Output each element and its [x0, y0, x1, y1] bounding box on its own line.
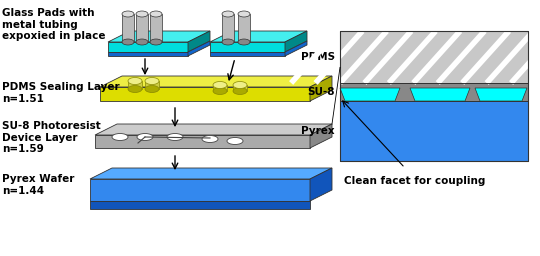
Polygon shape [310, 168, 332, 201]
Polygon shape [95, 124, 332, 135]
Bar [340, 31, 528, 83]
Ellipse shape [150, 39, 162, 45]
Polygon shape [150, 14, 162, 42]
Text: Clean facet for coupling: Clean facet for coupling [345, 176, 485, 186]
Ellipse shape [167, 133, 183, 141]
Polygon shape [136, 14, 148, 42]
Polygon shape [128, 81, 142, 89]
Polygon shape [188, 31, 210, 52]
Polygon shape [90, 179, 310, 201]
Polygon shape [310, 76, 332, 101]
Text: PDMS Sealing Layer
n=1.51: PDMS Sealing Layer n=1.51 [2, 82, 120, 104]
Polygon shape [145, 81, 159, 89]
Ellipse shape [222, 11, 234, 17]
Text: Pyrex Wafer
n=1.44: Pyrex Wafer n=1.44 [2, 174, 75, 196]
Text: SU-8: SU-8 [307, 87, 335, 97]
Polygon shape [108, 31, 210, 42]
Ellipse shape [238, 11, 250, 17]
Polygon shape [95, 135, 310, 148]
Ellipse shape [213, 81, 227, 89]
Polygon shape [188, 41, 210, 56]
Ellipse shape [145, 78, 159, 84]
Polygon shape [340, 88, 400, 101]
Ellipse shape [202, 135, 218, 143]
Polygon shape [90, 168, 332, 179]
Ellipse shape [128, 86, 142, 92]
Polygon shape [122, 14, 134, 42]
Text: Pyrex: Pyrex [301, 126, 335, 136]
Polygon shape [238, 14, 250, 42]
Polygon shape [100, 76, 332, 87]
Polygon shape [285, 41, 307, 56]
Ellipse shape [150, 11, 162, 17]
Polygon shape [213, 85, 227, 91]
Polygon shape [233, 85, 247, 91]
Ellipse shape [112, 133, 128, 141]
Ellipse shape [137, 133, 153, 141]
Text: SU-8 Photoresist
Device Layer
n=1.59: SU-8 Photoresist Device Layer n=1.59 [2, 121, 101, 154]
Bar [340, 101, 528, 161]
Ellipse shape [222, 39, 234, 45]
Polygon shape [90, 201, 310, 209]
Polygon shape [100, 87, 310, 101]
Polygon shape [210, 52, 285, 56]
Ellipse shape [213, 88, 227, 94]
Ellipse shape [136, 11, 148, 17]
Ellipse shape [136, 39, 148, 45]
Text: Glass Pads with
metal tubing
expoxied in place: Glass Pads with metal tubing expoxied in… [2, 8, 105, 41]
Polygon shape [210, 31, 307, 42]
Polygon shape [285, 31, 307, 52]
Ellipse shape [145, 86, 159, 92]
Ellipse shape [122, 11, 134, 17]
Bar [340, 31, 528, 161]
Ellipse shape [122, 39, 134, 45]
Ellipse shape [227, 137, 243, 144]
Polygon shape [475, 88, 527, 101]
Bar [340, 83, 528, 101]
Ellipse shape [238, 39, 250, 45]
Polygon shape [108, 52, 188, 56]
Ellipse shape [233, 81, 247, 89]
Polygon shape [222, 14, 234, 42]
Ellipse shape [128, 78, 142, 84]
Text: PDMS: PDMS [301, 52, 335, 62]
Polygon shape [210, 42, 285, 52]
Polygon shape [410, 88, 470, 101]
Polygon shape [108, 42, 188, 52]
Bar [340, 31, 528, 83]
Ellipse shape [233, 88, 247, 94]
Polygon shape [310, 124, 332, 148]
